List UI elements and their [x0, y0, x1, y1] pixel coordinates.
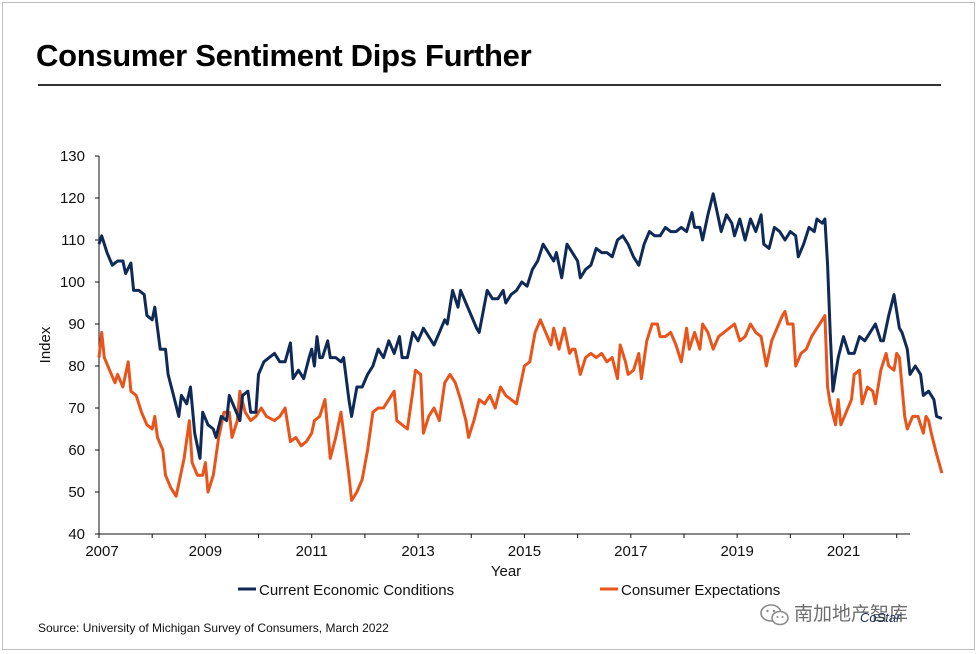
x-tick-label: 2021	[827, 543, 860, 560]
x-tick-label: 2009	[189, 543, 222, 560]
x-tick-label: 2017	[614, 543, 647, 560]
y-axis-label: Index	[37, 326, 54, 363]
y-tick-label: 50	[68, 484, 85, 501]
y-tick-label: 70	[68, 400, 85, 417]
x-tick-label: 2011	[296, 543, 328, 560]
y-tick-label: 40	[68, 526, 85, 543]
series-group	[97, 192, 944, 502]
legend-label-expectations: Consumer Expectations	[621, 582, 780, 599]
series-line-current-conditions	[97, 192, 943, 460]
series-line-consumer-expectations	[97, 309, 944, 502]
watermark-text: 南加地产智库	[794, 604, 909, 625]
x-axis-label: Year	[491, 563, 521, 580]
y-axis: 40 50 60 70 80 90 100 110 120 130	[60, 148, 99, 543]
title-rule	[38, 84, 941, 86]
chart-title: Consumer Sentiment Dips Further	[36, 38, 532, 73]
y-tick-label: 110	[61, 232, 85, 249]
y-tick-label: 120	[60, 190, 85, 207]
y-tick-label: 80	[68, 358, 85, 375]
source-note: Source: University of Michigan Survey of…	[38, 621, 389, 635]
y-tick-label: 100	[60, 274, 85, 291]
legend: Current Economic Conditions Consumer Exp…	[238, 582, 780, 599]
wechat-icon	[760, 604, 790, 626]
y-tick-label: 90	[68, 316, 85, 333]
x-tick-label: 2015	[508, 543, 541, 560]
legend-label-current: Current Economic Conditions	[259, 582, 454, 599]
x-tick-label: 2019	[720, 543, 753, 560]
x-axis: 2007 2009 2011 2013 2015 2017 2019 2021	[85, 534, 898, 560]
watermark: 南加地产智库	[760, 599, 908, 626]
costar-logo: CoStar	[860, 610, 901, 625]
x-tick-label: 2013	[401, 543, 434, 560]
x-tick-label: 2007	[85, 543, 118, 560]
y-tick-label: 60	[68, 442, 85, 459]
y-tick-label: 130	[60, 148, 85, 165]
